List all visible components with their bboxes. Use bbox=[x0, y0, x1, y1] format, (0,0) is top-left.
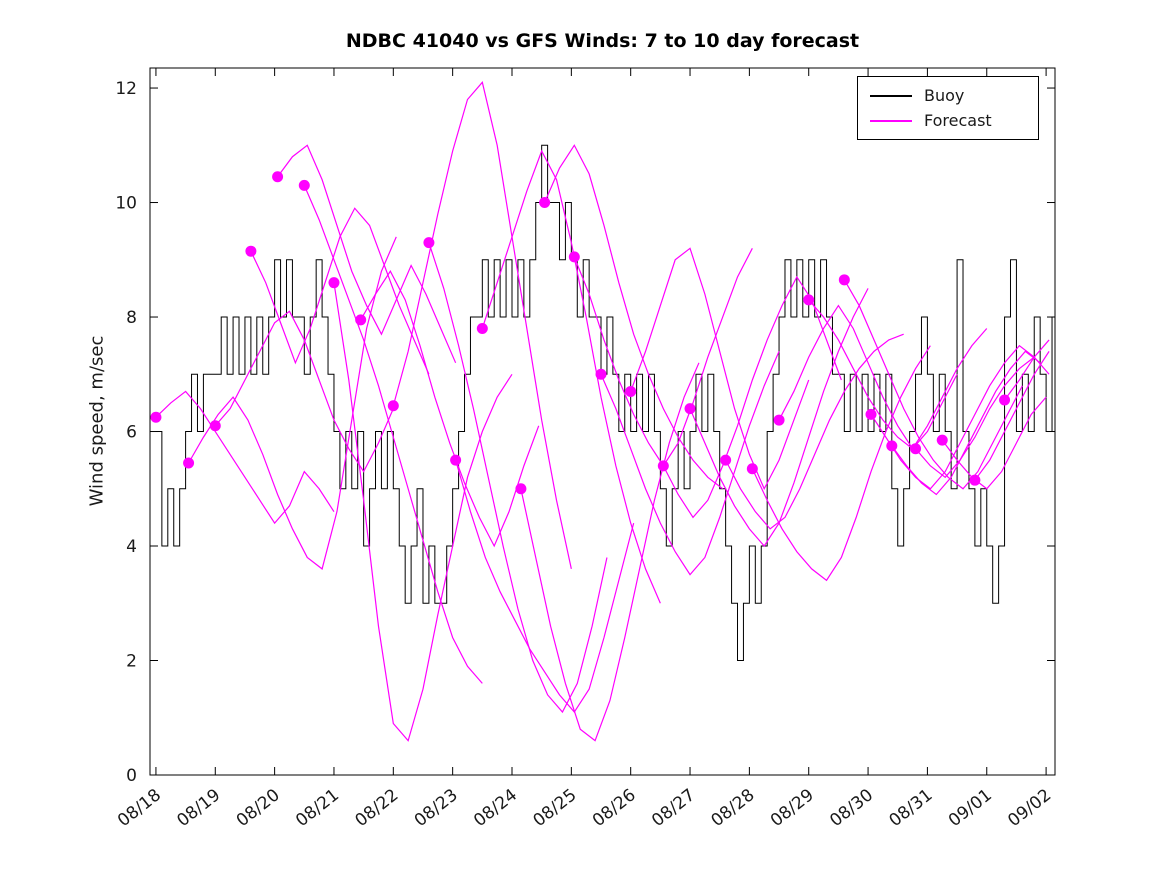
forecast-marker bbox=[773, 414, 785, 426]
forecast-run-line bbox=[725, 333, 904, 530]
x-tick-label: 08/27 bbox=[648, 785, 699, 831]
x-tick-label: 09/01 bbox=[945, 785, 996, 831]
forecast-marker bbox=[803, 294, 815, 306]
forecast-marker bbox=[245, 245, 257, 257]
forecast-marker bbox=[625, 385, 637, 397]
forecast-marker bbox=[328, 277, 340, 289]
forecast-marker bbox=[387, 400, 399, 412]
x-tick-label: 09/02 bbox=[1004, 785, 1055, 831]
forecast-marker bbox=[476, 322, 488, 334]
forecast-run-line bbox=[843, 279, 1023, 490]
forecast-run-line bbox=[188, 236, 397, 570]
x-tick-label: 08/25 bbox=[529, 785, 580, 831]
forecast-marker bbox=[355, 314, 367, 326]
x-tick-label: 08/26 bbox=[589, 785, 640, 831]
forecast-marker bbox=[684, 403, 696, 415]
forecast-run-line bbox=[250, 207, 430, 375]
forecast-marker bbox=[969, 474, 981, 486]
forecast-marker bbox=[886, 440, 898, 452]
x-tick-label: 08/28 bbox=[708, 785, 759, 831]
x-tick-label: 08/20 bbox=[233, 785, 284, 831]
chart-title: NDBC 41040 vs GFS Winds: 7 to 10 day for… bbox=[345, 30, 860, 52]
forecast-marker bbox=[450, 454, 462, 466]
forecast-run-line bbox=[428, 242, 608, 714]
legend: Buoy Forecast bbox=[857, 76, 1039, 140]
forecast-marker bbox=[272, 171, 284, 183]
y-tick-label: 4 bbox=[126, 537, 137, 557]
x-tick-label: 08/23 bbox=[411, 785, 462, 831]
forecast-marker bbox=[150, 411, 162, 423]
forecast-marker bbox=[910, 443, 922, 455]
forecast-run-line bbox=[941, 396, 1047, 490]
forecast-run-line bbox=[974, 351, 1050, 481]
forecast-run-line bbox=[870, 344, 1050, 490]
y-tick-label: 12 bbox=[115, 79, 137, 99]
x-tick-label: 08/18 bbox=[114, 785, 165, 831]
forecast-marker bbox=[720, 454, 732, 466]
forecast-run-line bbox=[778, 304, 958, 450]
forecast-run-line bbox=[751, 345, 931, 582]
forecast-run-line bbox=[544, 144, 724, 490]
forecast-run-line bbox=[915, 356, 1035, 479]
x-tick-label: 08/29 bbox=[767, 785, 818, 831]
forecast-run-line bbox=[455, 459, 635, 714]
x-tick-label: 08/19 bbox=[173, 785, 224, 831]
forecast-run-line bbox=[392, 81, 572, 570]
forecast-marker bbox=[936, 434, 948, 446]
forecast-run-line bbox=[481, 149, 661, 604]
forecast-run-line bbox=[600, 351, 780, 576]
forecast-marker bbox=[746, 463, 758, 475]
axes-box bbox=[149, 67, 1056, 776]
x-tick-label: 08/30 bbox=[826, 785, 877, 831]
forecast-run-line bbox=[333, 282, 513, 742]
forecast-run-line bbox=[891, 350, 1041, 496]
legend-item-buoy: Buoy bbox=[870, 83, 1038, 108]
forecast-run-line bbox=[277, 144, 457, 364]
legend-label-buoy: Buoy bbox=[924, 86, 965, 105]
forecast-marker bbox=[423, 237, 435, 249]
y-tick-label: 6 bbox=[126, 423, 137, 443]
y-tick-label: 10 bbox=[115, 194, 137, 214]
forecast-run-line bbox=[520, 362, 700, 742]
forecast-marker bbox=[595, 368, 607, 380]
legend-label-forecast: Forecast bbox=[924, 111, 992, 130]
x-tick-label: 08/22 bbox=[351, 785, 402, 831]
forecast-run-line bbox=[214, 310, 394, 473]
forecast-marker bbox=[838, 274, 850, 286]
x-tick-label: 08/24 bbox=[470, 785, 521, 831]
forecast-marker bbox=[183, 457, 195, 469]
forecast-marker bbox=[657, 460, 669, 472]
forecast-run-line bbox=[630, 247, 810, 491]
legend-item-forecast: Forecast bbox=[870, 108, 1038, 133]
forecast-marker bbox=[865, 408, 877, 420]
forecast-marker bbox=[515, 483, 527, 495]
forecast-run-line bbox=[155, 390, 335, 525]
x-tick-label: 08/21 bbox=[292, 785, 343, 831]
forecast-run-line bbox=[1004, 339, 1050, 401]
forecast-marker bbox=[209, 420, 221, 432]
y-tick-label: 0 bbox=[126, 766, 137, 786]
buoy-line-sample bbox=[870, 94, 912, 97]
y-tick-label: 8 bbox=[126, 308, 137, 328]
forecast-run-line bbox=[360, 270, 540, 548]
x-tick-label: 08/31 bbox=[886, 785, 937, 831]
forecast-marker bbox=[999, 394, 1011, 406]
forecast-run-line bbox=[808, 299, 988, 450]
forecast-marker bbox=[568, 251, 580, 263]
forecast-marker bbox=[298, 179, 310, 191]
forecast-line-sample bbox=[870, 119, 912, 122]
y-tick-label: 2 bbox=[126, 652, 137, 672]
forecast-marker bbox=[539, 197, 551, 209]
forecast-run-line bbox=[303, 185, 483, 684]
buoy-series-line bbox=[155, 144, 1055, 662]
